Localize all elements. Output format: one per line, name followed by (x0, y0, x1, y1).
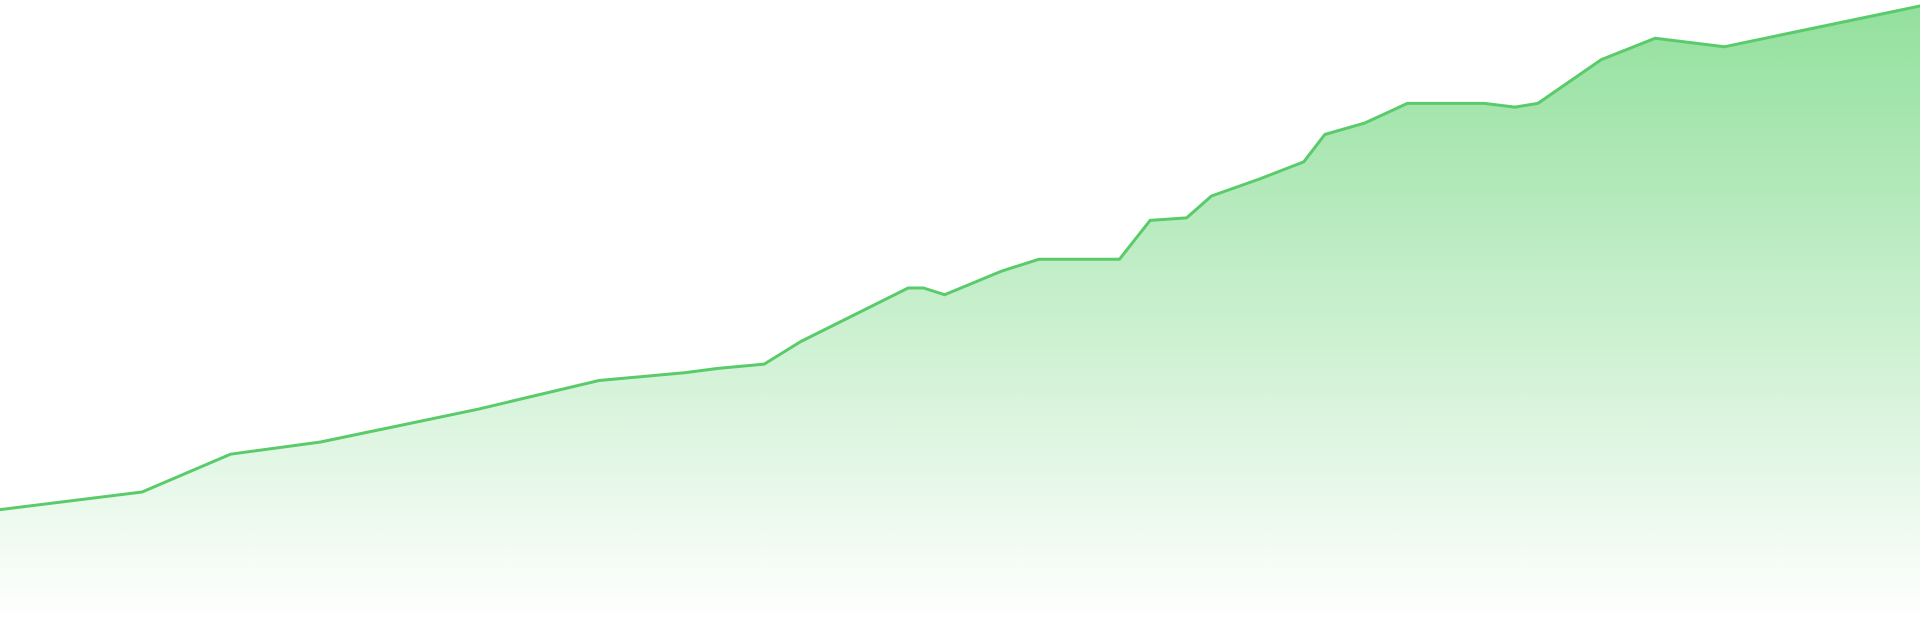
series-line (0, 4, 1920, 512)
series-area-fill (0, 6, 1920, 622)
